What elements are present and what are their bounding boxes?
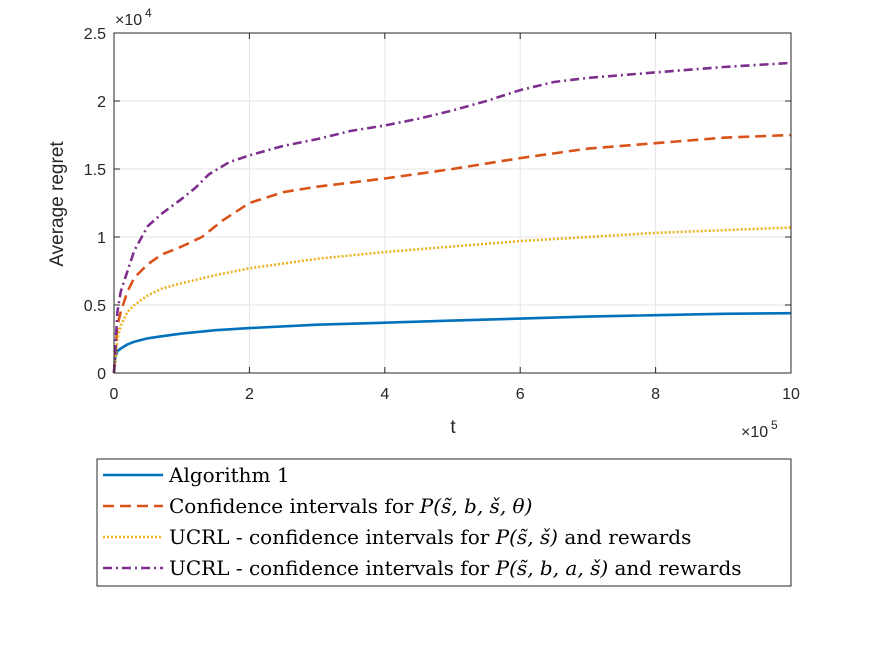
legend-item-4: UCRL - confidence intervals for P(s̃, b,… <box>103 556 742 580</box>
y-tick-label: 0.5 <box>84 298 106 315</box>
x-tick-label: 4 <box>380 386 389 403</box>
axes <box>113 32 792 374</box>
y-multiplier: ×10 4 <box>115 6 152 29</box>
series-line-4 <box>112 61 792 374</box>
plot-background <box>114 33 791 373</box>
legend-label-4: UCRL - confidence intervals for P(s̃, b,… <box>169 556 742 580</box>
tick-labels: 0 2 4 6 8 10 0 0.5 1 1.5 2 2.5 <box>84 26 800 403</box>
x-axis-label: t <box>450 417 456 438</box>
legend-item-1: Algorithm 1 <box>103 463 290 487</box>
y-tick-label: 2.5 <box>84 26 106 43</box>
y-tick-label: 2 <box>97 94 106 111</box>
legend: Algorithm 1 Confidence intervals for P(s… <box>96 458 792 587</box>
plot-area <box>114 33 791 373</box>
y-axis-label: Average regret <box>47 141 68 267</box>
series-line-3 <box>112 226 792 374</box>
legend-item-3: UCRL - confidence intervals for P(s̃, š)… <box>103 525 691 549</box>
x-tick-label: 8 <box>651 386 660 403</box>
y-tick-label: 1.5 <box>84 162 106 179</box>
y-multiplier-base: ×10 <box>115 12 142 29</box>
x-tick-label: 10 <box>782 386 800 403</box>
legend-label-1: Algorithm 1 <box>168 463 290 487</box>
legend-box <box>96 458 792 587</box>
axes-box <box>113 32 792 374</box>
legend-label-2: Confidence intervals for P(s̃, b, š, θ) <box>169 494 532 518</box>
series-layer <box>112 61 792 374</box>
y-tick-label: 1 <box>97 230 106 247</box>
x-tick-label: 0 <box>110 386 119 403</box>
x-multiplier-exp: 5 <box>771 418 778 432</box>
y-multiplier-exp: 4 <box>145 6 152 20</box>
legend-item-2: Confidence intervals for P(s̃, b, š, θ) <box>103 494 532 518</box>
series-line-1 <box>112 311 792 374</box>
series-line-2 <box>112 133 792 374</box>
x-tick-label: 2 <box>245 386 254 403</box>
legend-label-3: UCRL - confidence intervals for P(s̃, š)… <box>169 525 691 549</box>
x-tick-label: 6 <box>516 386 525 403</box>
y-tick-label: 0 <box>97 366 106 383</box>
x-multiplier-base: ×10 <box>741 424 768 441</box>
x-multiplier: ×10 5 <box>741 418 778 441</box>
